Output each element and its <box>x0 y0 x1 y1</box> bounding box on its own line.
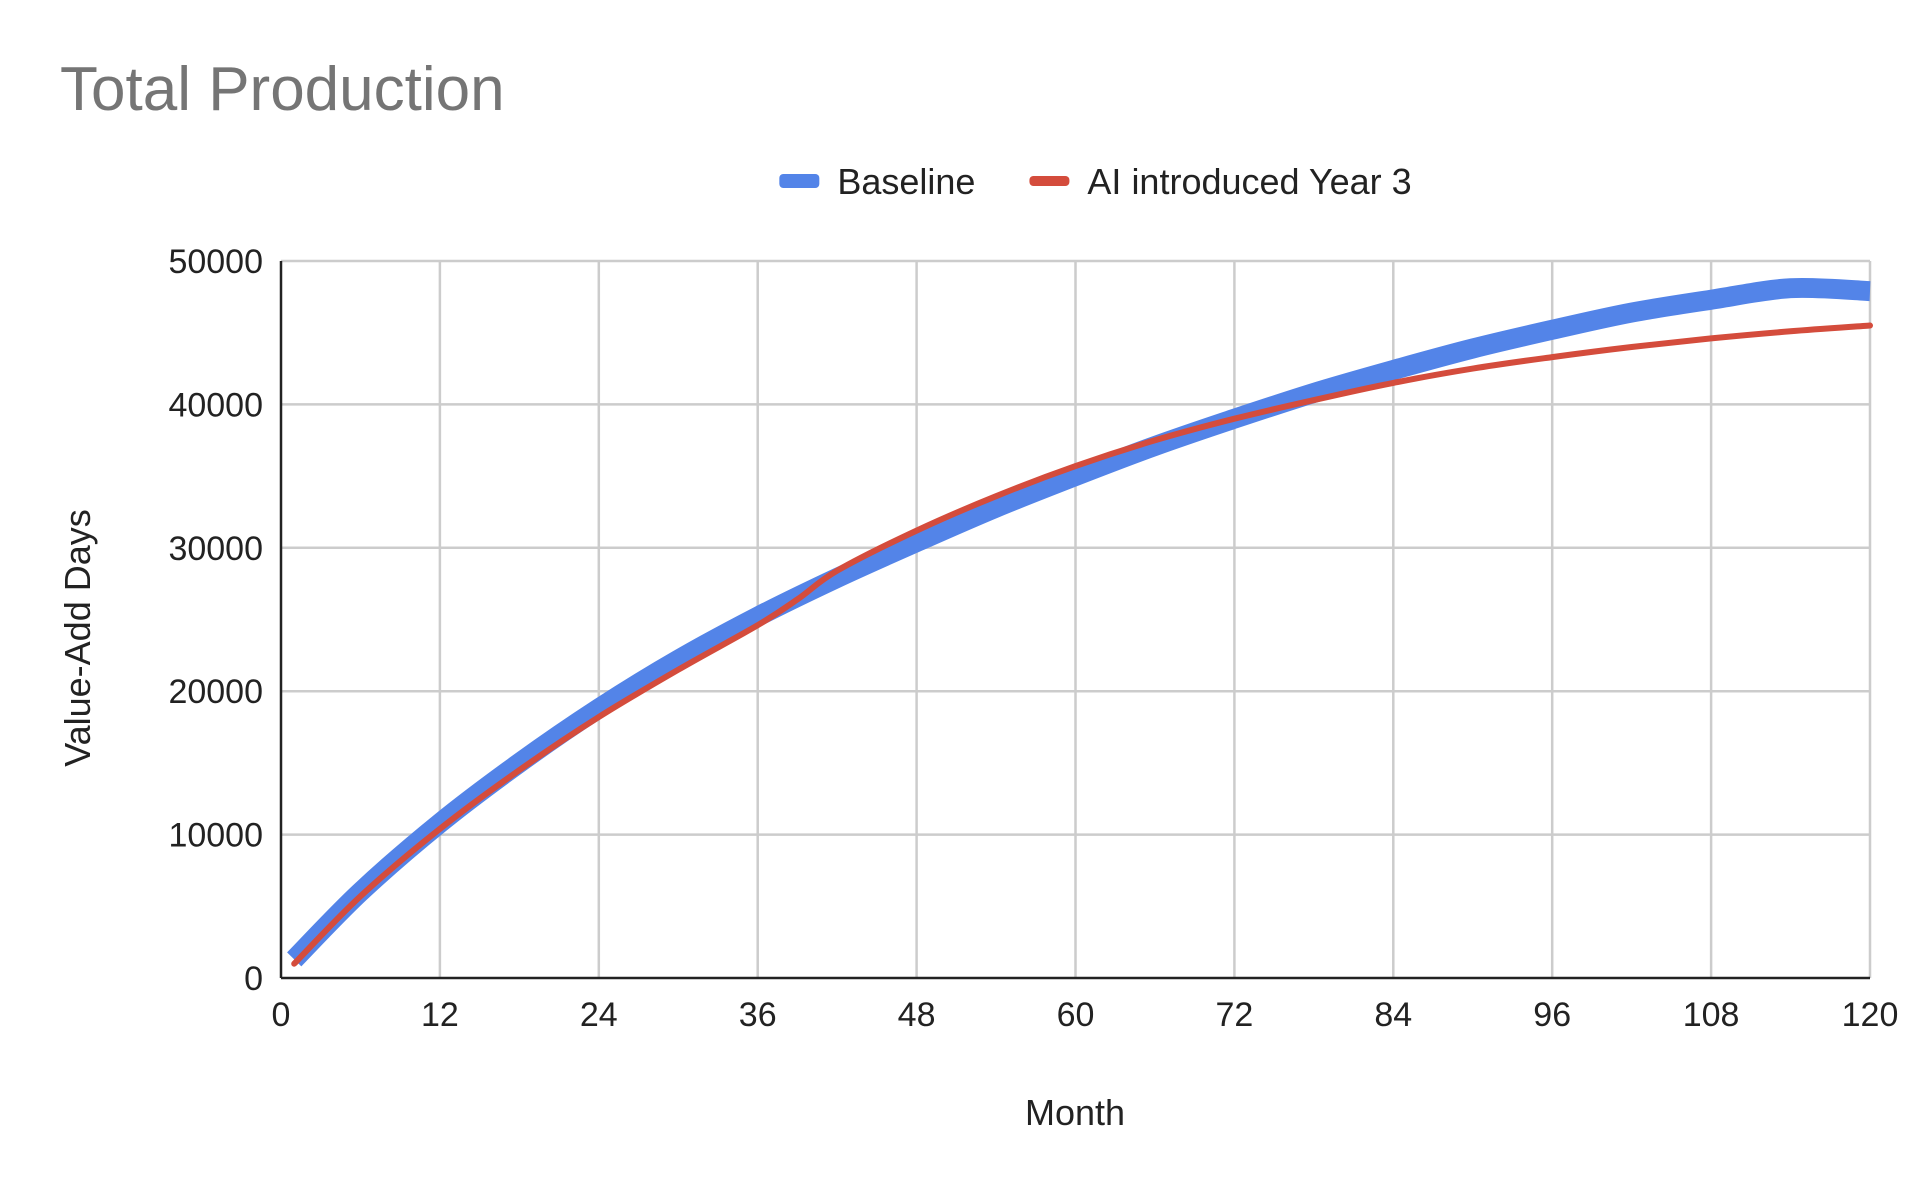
y-tick-label: 50000 <box>168 243 263 281</box>
x-tick-label: 60 <box>1057 996 1095 1034</box>
series-line-2 <box>291 322 1873 967</box>
y-tick-label: 0 <box>244 960 263 998</box>
series-layer <box>287 277 1873 967</box>
legend-swatch-2 <box>1029 176 1070 186</box>
y-axis-title: Value-Add Days <box>57 509 98 766</box>
legend-swatch-1 <box>779 174 820 188</box>
axes <box>279 261 1870 980</box>
x-tick-label: 96 <box>1533 996 1571 1034</box>
legend-label: Baseline <box>837 161 975 202</box>
x-tick-label: 36 <box>739 996 777 1034</box>
chart-title: Total Production <box>60 55 505 124</box>
tick-labels: 0 12 24 36 48 60 72 84 96 108 120 0 10000 20000 30000 4… <box>168 243 1898 1034</box>
gridlines <box>281 259 1872 978</box>
x-tick-label: 0 <box>272 996 291 1034</box>
y-tick-label: 30000 <box>168 530 263 568</box>
y-tick-label: 40000 <box>168 386 263 424</box>
y-tick-label: 10000 <box>168 817 263 855</box>
legend: Baseline AI introduced Year 3 <box>779 161 1412 202</box>
legend-label: AI introduced Year 3 <box>1087 161 1411 202</box>
x-tick-label: 108 <box>1683 996 1740 1034</box>
x-axis-title: Month <box>1025 1092 1125 1133</box>
y-tick-label: 20000 <box>168 673 263 711</box>
x-tick-label: 72 <box>1215 996 1253 1034</box>
x-tick-label: 24 <box>580 996 618 1034</box>
x-tick-label: 84 <box>1374 996 1412 1034</box>
series-line-1 <box>287 277 1871 967</box>
x-tick-label: 12 <box>421 996 459 1034</box>
x-tick-label: 120 <box>1842 996 1899 1034</box>
x-tick-label: 48 <box>898 996 936 1034</box>
